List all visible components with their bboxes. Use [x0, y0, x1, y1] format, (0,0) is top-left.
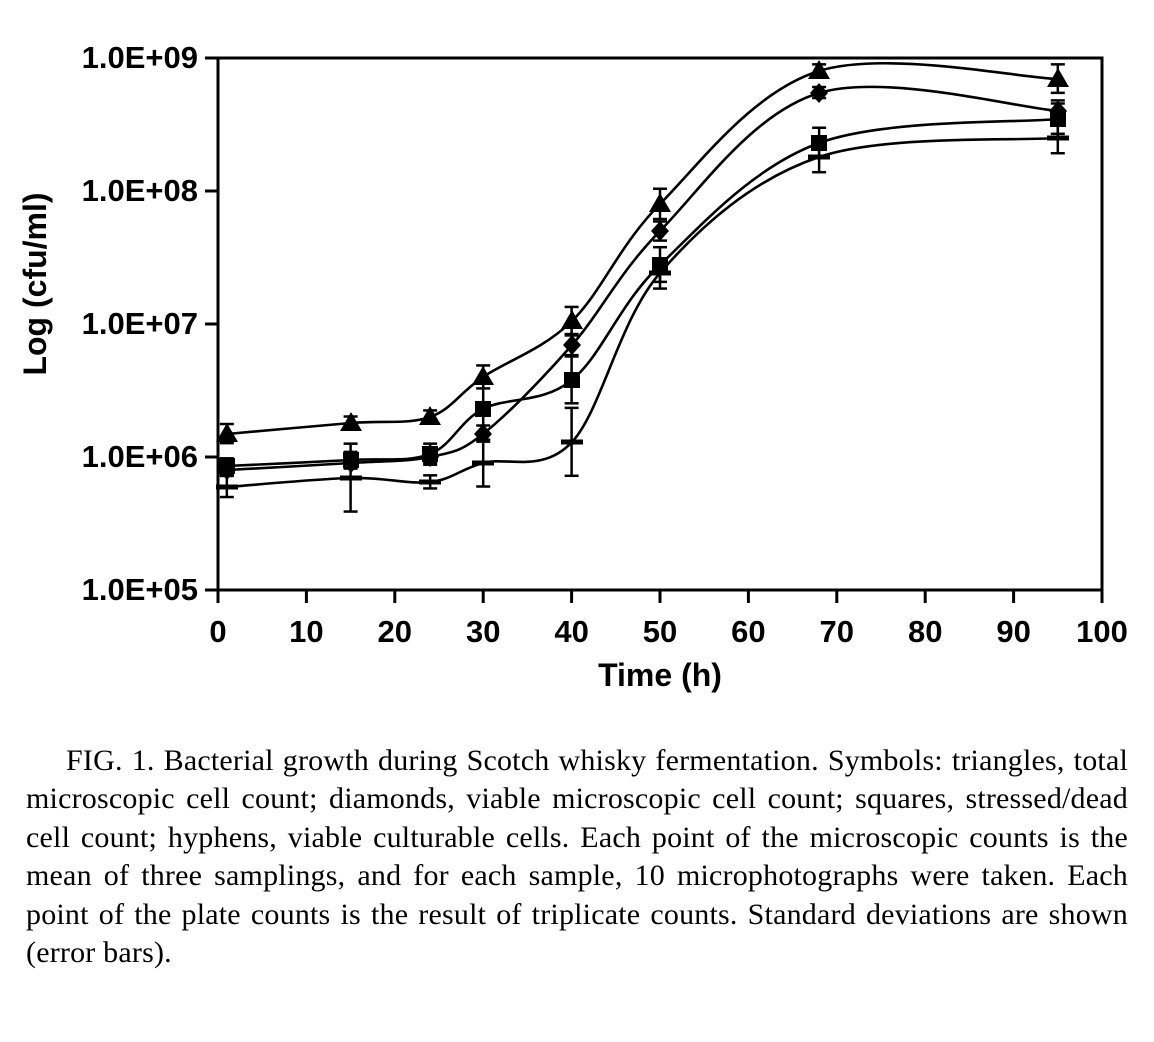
x-tick-label: 60	[731, 614, 765, 649]
triangle-marker	[340, 412, 362, 431]
y-tick-label: 1.0E+07	[82, 306, 198, 341]
y-tick-label: 1.0E+06	[82, 439, 198, 474]
series-line	[226, 136, 1059, 489]
series-line	[226, 85, 1059, 472]
triangle-marker	[561, 310, 583, 329]
x-tick-label: 40	[554, 614, 588, 649]
x-axis-title: Time (h)	[598, 657, 722, 693]
y-tick-label: 1.0E+05	[82, 572, 198, 607]
diamond-marker	[651, 221, 669, 241]
x-tick-label: 100	[1076, 614, 1128, 649]
triangle-marker	[419, 406, 441, 425]
y-tick-label: 1.0E+08	[82, 173, 198, 208]
x-tick-label: 70	[820, 614, 854, 649]
figure-container: 1.0E+05 1.0E+06 1.0E+07 1.0E+08 1.0E+09 0 10 20…	[17, 40, 1128, 969]
triangle-marker	[216, 423, 238, 442]
square-marker	[422, 446, 438, 462]
growth-chart: 1.0E+05 1.0E+06 1.0E+07 1.0E+08 1.0E+09 0 10 20…	[17, 40, 1128, 693]
x-tick-label: 80	[908, 614, 942, 649]
x-tick-label: 90	[996, 614, 1030, 649]
series-diamond	[218, 83, 1067, 480]
triangle-marker	[472, 366, 494, 385]
square-marker	[564, 372, 580, 388]
axis-titles: Time (h) Log (cfu/ml)	[17, 192, 722, 693]
x-tick-label: 30	[466, 614, 500, 649]
x-tick-label: 0	[209, 614, 226, 649]
x-tick-label: 10	[289, 614, 323, 649]
triangle-marker	[1047, 68, 1069, 87]
triangle-marker	[808, 60, 830, 79]
triangle-marker	[649, 193, 671, 212]
figure-caption: FIG. 1. Bacterial growth during Scotch w…	[26, 744, 1128, 969]
x-tick-label: 20	[378, 614, 412, 649]
x-tick-label: 50	[643, 614, 677, 649]
x-axis: 0 10 20 30 40 50 60 70 80 90 100	[209, 590, 1128, 649]
series-hyphen	[216, 121, 1069, 513]
y-tick-label: 1.0E+09	[82, 40, 198, 75]
diamond-marker	[563, 335, 581, 355]
y-axis: 1.0E+05 1.0E+06 1.0E+07 1.0E+08 1.0E+09	[82, 40, 218, 607]
diamond-marker	[810, 83, 828, 103]
square-marker	[475, 401, 491, 417]
square-marker	[219, 458, 235, 474]
series-square	[219, 102, 1066, 476]
y-axis-title: Log (cfu/ml)	[17, 192, 53, 375]
